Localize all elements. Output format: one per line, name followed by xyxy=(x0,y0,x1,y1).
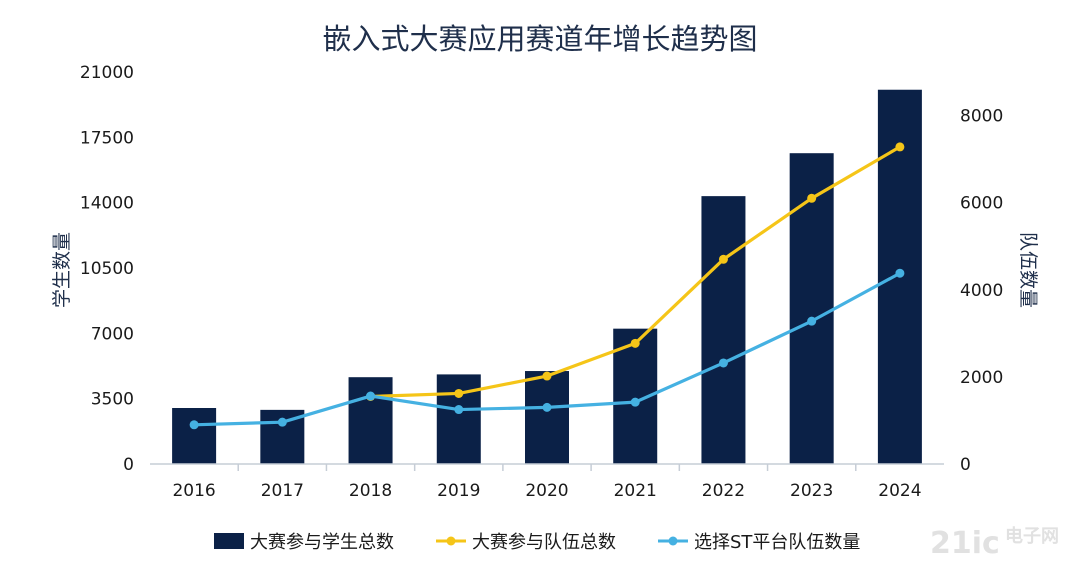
x-tick-label-2022: 2022 xyxy=(702,481,745,501)
bar-2019 xyxy=(436,374,481,464)
chart-title: 嵌入式大赛应用赛道年增长趋势图 xyxy=(322,22,757,56)
watermark-logo: 21ic 电子网 xyxy=(930,525,1059,561)
bar-2018 xyxy=(348,377,393,464)
legend-swatch-marker xyxy=(446,536,456,546)
bar-2022 xyxy=(701,196,746,464)
legend-swatch-marker xyxy=(668,536,678,546)
legend: 大赛参与学生总数 大赛参与队伍总数 选择ST平台队伍数量 xyxy=(214,532,860,553)
line-point xyxy=(807,316,817,326)
x-tick-label-2024: 2024 xyxy=(878,481,921,501)
legend-item-3: 选择ST平台队伍数量 xyxy=(658,532,860,553)
bar-2016 xyxy=(172,408,217,464)
line-point xyxy=(542,371,552,381)
y-axis-right-ticks: 0 2000 4000 6000 8000 xyxy=(960,107,1003,475)
y-axis-right-title: 队伍数量 xyxy=(1017,232,1039,308)
x-axis-ticks: 2016 2017 2018 2019 2020 2021 2022 2023 2024 xyxy=(172,464,922,501)
x-tick-label-2021: 2021 xyxy=(614,481,657,501)
line-point xyxy=(366,391,376,401)
watermark-subtext: 电子网 xyxy=(1005,525,1059,547)
x-tick-label-2018: 2018 xyxy=(349,481,392,501)
y-left-tick-label: 21000 xyxy=(80,63,134,83)
y-right-tick-label: 8000 xyxy=(960,107,1003,127)
line-point xyxy=(277,417,287,427)
legend-label: 选择ST平台队伍数量 xyxy=(694,532,860,553)
bar-2023 xyxy=(789,153,834,464)
x-tick-label-2019: 2019 xyxy=(437,481,480,501)
y-left-tick-label: 14000 xyxy=(80,194,134,214)
line-series xyxy=(189,142,905,430)
y-left-tick-label: 10500 xyxy=(80,259,134,279)
y-left-tick-label: 7000 xyxy=(91,324,134,344)
line-point xyxy=(454,388,464,398)
y-right-tick-label: 4000 xyxy=(960,281,1003,301)
x-tick-label-2023: 2023 xyxy=(790,481,833,501)
y-axis-left-ticks: 0 3500 7000 10500 14000 17500 21000 xyxy=(80,63,134,475)
x-tick-label-2016: 2016 xyxy=(172,481,215,501)
watermark-text: 21ic xyxy=(930,526,1000,561)
y-left-tick-label: 17500 xyxy=(80,128,134,148)
line-point xyxy=(718,358,728,368)
line-point xyxy=(542,402,552,412)
y-right-tick-label: 2000 xyxy=(960,368,1003,388)
x-tick-label-2017: 2017 xyxy=(261,481,304,501)
line-point xyxy=(189,420,199,430)
line-point xyxy=(895,268,905,278)
legend-label: 大赛参与学生总数 xyxy=(250,532,394,553)
y-axis-left-title: 学生数量 xyxy=(51,232,73,308)
x-tick-label-2020: 2020 xyxy=(525,481,568,501)
y-left-tick-label: 3500 xyxy=(91,390,134,410)
legend-item-2: 大赛参与队伍总数 xyxy=(436,532,616,553)
line-point xyxy=(807,193,817,203)
y-right-tick-label: 0 xyxy=(960,455,971,475)
y-right-tick-label: 6000 xyxy=(960,194,1003,214)
legend-swatch xyxy=(214,533,244,549)
line-point xyxy=(718,254,728,264)
y-left-tick-label: 0 xyxy=(123,455,134,475)
line-point xyxy=(895,142,905,152)
legend-item-1: 大赛参与学生总数 xyxy=(214,532,394,553)
line-point xyxy=(454,405,464,415)
legend-label: 大赛参与队伍总数 xyxy=(472,532,616,553)
line-point xyxy=(630,338,640,348)
line-point xyxy=(630,397,640,407)
bar-2020 xyxy=(525,371,569,464)
